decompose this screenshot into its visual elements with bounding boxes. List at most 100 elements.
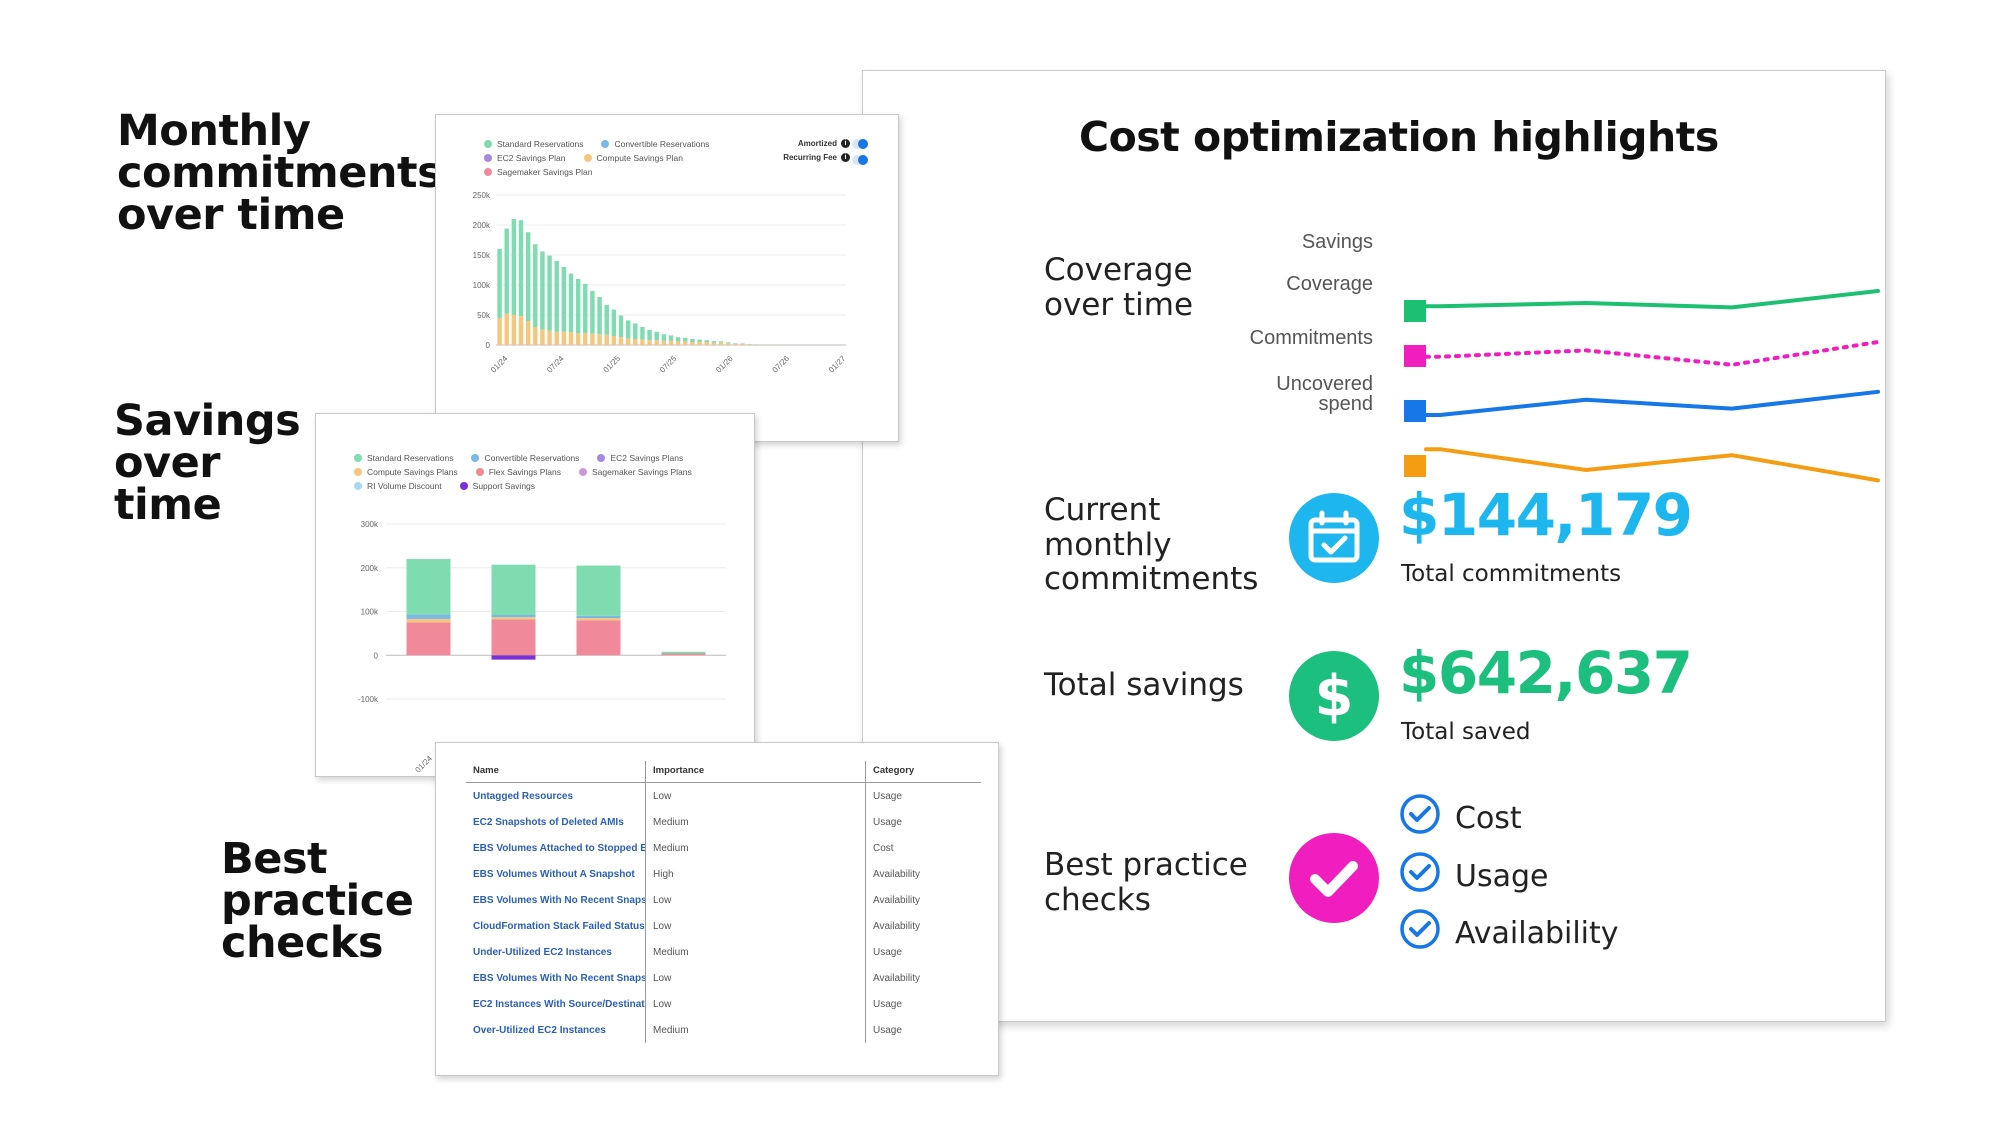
- bar-segment: [611, 336, 617, 345]
- legend-label: Standard Reservations: [497, 139, 584, 149]
- best-practice-label: Best practice checks: [1044, 847, 1248, 918]
- check-importance: Medium: [645, 939, 866, 965]
- check-item-label: Cost: [1455, 800, 1522, 836]
- series-marker: [1404, 300, 1426, 322]
- bar-segment: [640, 327, 645, 340]
- circle-check-icon: [1399, 793, 1441, 843]
- check-name-link[interactable]: Under-Utilized EC2 Instances: [466, 939, 646, 965]
- bar-segment: [511, 219, 517, 315]
- check-name-link[interactable]: EBS Volumes With No Recent Snapshot: [466, 965, 646, 991]
- col-header-importance[interactable]: Importance: [645, 761, 866, 783]
- bar-segment: [576, 620, 621, 656]
- bar-segment: [611, 309, 617, 336]
- table-row[interactable]: EBS Volumes Without A Snapshot High Availa…: [466, 861, 981, 887]
- col-header-category[interactable]: Category: [865, 761, 981, 783]
- col-header-name[interactable]: Name: [466, 761, 646, 783]
- bar-segment: [575, 333, 581, 345]
- table-row[interactable]: EC2 Instances With Source/Destination Low…: [466, 991, 981, 1017]
- legend-label: Compute Savings Plan: [596, 153, 683, 163]
- check-name-link[interactable]: CloudFormation Stack Failed Status: [466, 913, 646, 939]
- checks-table-card: Name Importance Category Untagged Resour…: [435, 742, 999, 1076]
- bar-segment: [533, 327, 538, 345]
- bar-segment: [590, 333, 595, 345]
- svg-text:$: $: [1315, 664, 1354, 729]
- y-tick-label: -100k: [358, 695, 379, 704]
- check-importance: Low: [645, 887, 866, 913]
- toggle-amortized-switch[interactable]: [852, 139, 868, 149]
- bar-segment: [597, 297, 602, 335]
- bar-segment: [697, 342, 702, 345]
- dollar-icon: $: [1289, 651, 1379, 741]
- coverage-label: Coverage over time: [1044, 252, 1194, 323]
- check-name-link[interactable]: Untagged Resources: [466, 782, 646, 809]
- bar-segment: [554, 331, 559, 345]
- bar-segment: [690, 342, 695, 345]
- savings-caption: Total saved: [1401, 719, 1531, 745]
- savings-legend-row1: Standard Reservations Convertible Reserv…: [354, 453, 683, 463]
- table-row[interactable]: EBS Volumes Attached to Stopped EC Medium…: [466, 835, 981, 861]
- check-badge-icon: [1289, 833, 1379, 923]
- bar-segment: [625, 320, 631, 339]
- check-name-link[interactable]: EC2 Snapshots of Deleted AMIs: [466, 809, 646, 835]
- check-name-link[interactable]: EBS Volumes Attached to Stopped EC: [466, 835, 646, 861]
- bar-segment: [704, 342, 709, 345]
- bar-segment: [568, 332, 574, 345]
- legend-label: Convertible Reservations: [614, 139, 710, 149]
- bar-segment: [647, 330, 652, 341]
- legend-label: Sagemaker Savings Plan: [497, 167, 593, 177]
- check-category: Usage: [873, 790, 902, 802]
- bar-segment: [511, 315, 517, 345]
- series-line: [1424, 447, 1880, 483]
- bar-segment: [525, 321, 531, 345]
- legend-item: Standard Reservations: [354, 453, 453, 463]
- x-tick-label: 01/27: [827, 354, 848, 375]
- table-row[interactable]: EC2 Snapshots of Deleted AMIs Medium Usage: [466, 809, 981, 835]
- series-marker: [1404, 400, 1426, 422]
- table-row[interactable]: EBS Volumes With No Recent Snapshot Low Av…: [466, 887, 981, 913]
- series-line: [1424, 289, 1880, 310]
- check-category: Cost: [873, 842, 894, 854]
- legend-label: RI Volume Discount: [367, 481, 442, 491]
- series-label-uncovered: Uncovered spend: [1276, 373, 1373, 415]
- check-name-link[interactable]: EBS Volumes With No Recent Snapshot: [466, 887, 646, 913]
- legend-label: Support Savings: [472, 481, 536, 491]
- table-row[interactable]: Over-Utilized EC2 Instances Medium Usage: [466, 1017, 981, 1043]
- table-row[interactable]: Untagged Resources Low Usage: [466, 782, 981, 809]
- bar-segment: [406, 559, 451, 615]
- bar-segment: [504, 228, 509, 314]
- y-tick-label: 200k: [361, 564, 379, 573]
- bar-segment: [497, 249, 502, 318]
- series-label-savings: Savings: [1301, 231, 1373, 253]
- bar-segment: [647, 340, 652, 345]
- check-importance: Low: [645, 965, 866, 991]
- check-name-link[interactable]: EBS Volumes Without A Snapshot: [466, 861, 646, 887]
- table-row[interactable]: CloudFormation Stack Failed Status Low Ava…: [466, 913, 981, 939]
- bar-segment: [575, 279, 581, 333]
- bar-segment: [711, 342, 717, 345]
- toggle-recurring-switch[interactable]: [852, 155, 868, 165]
- commitments-value: $144,179: [1399, 481, 1693, 549]
- bar-segment: [661, 651, 706, 654]
- bar-segment: [576, 565, 621, 616]
- check-category: Availability: [873, 868, 921, 880]
- info-icon: i: [841, 153, 850, 162]
- check-name-link[interactable]: Over-Utilized EC2 Instances: [466, 1017, 646, 1043]
- bar-segment: [491, 617, 536, 620]
- bar-segment: [525, 232, 531, 321]
- info-icon: i: [841, 139, 850, 148]
- side-title-monthly: Monthly commitments over time: [117, 106, 443, 241]
- bar-segment: [683, 341, 688, 345]
- savings-legend-row3: RI Volume Discount Support Savings: [354, 481, 535, 491]
- check-importance: Low: [645, 782, 866, 809]
- bar-segment: [561, 331, 567, 345]
- bar-segment: [661, 334, 667, 341]
- bar-segment: [540, 251, 545, 330]
- table-row[interactable]: Under-Utilized EC2 Instances Medium Usage: [466, 939, 981, 965]
- table-row[interactable]: EBS Volumes With No Recent Snapshot Low Av…: [466, 965, 981, 991]
- check-name-link[interactable]: EC2 Instances With Source/Destination: [466, 991, 646, 1017]
- legend-item: Standard Reservations: [484, 139, 583, 149]
- x-tick-label: 07/26: [771, 354, 792, 375]
- bar-segment: [625, 338, 631, 345]
- bar-segment: [406, 614, 451, 619]
- x-tick-label: 01/24: [413, 754, 434, 772]
